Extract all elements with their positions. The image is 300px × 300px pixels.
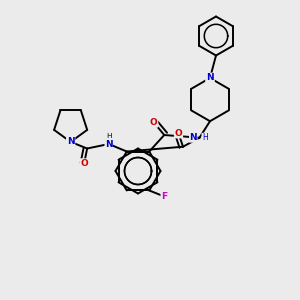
Text: O: O: [175, 129, 182, 138]
Text: N: N: [105, 140, 112, 148]
Text: H: H: [106, 133, 112, 139]
Text: N: N: [190, 133, 197, 142]
Text: H: H: [202, 133, 208, 142]
Text: F: F: [161, 192, 167, 201]
Text: N: N: [206, 74, 214, 82]
Text: N: N: [206, 74, 214, 82]
Text: O: O: [80, 159, 88, 168]
Text: O: O: [150, 118, 158, 127]
Text: N: N: [67, 137, 74, 146]
Text: N: N: [67, 137, 74, 146]
